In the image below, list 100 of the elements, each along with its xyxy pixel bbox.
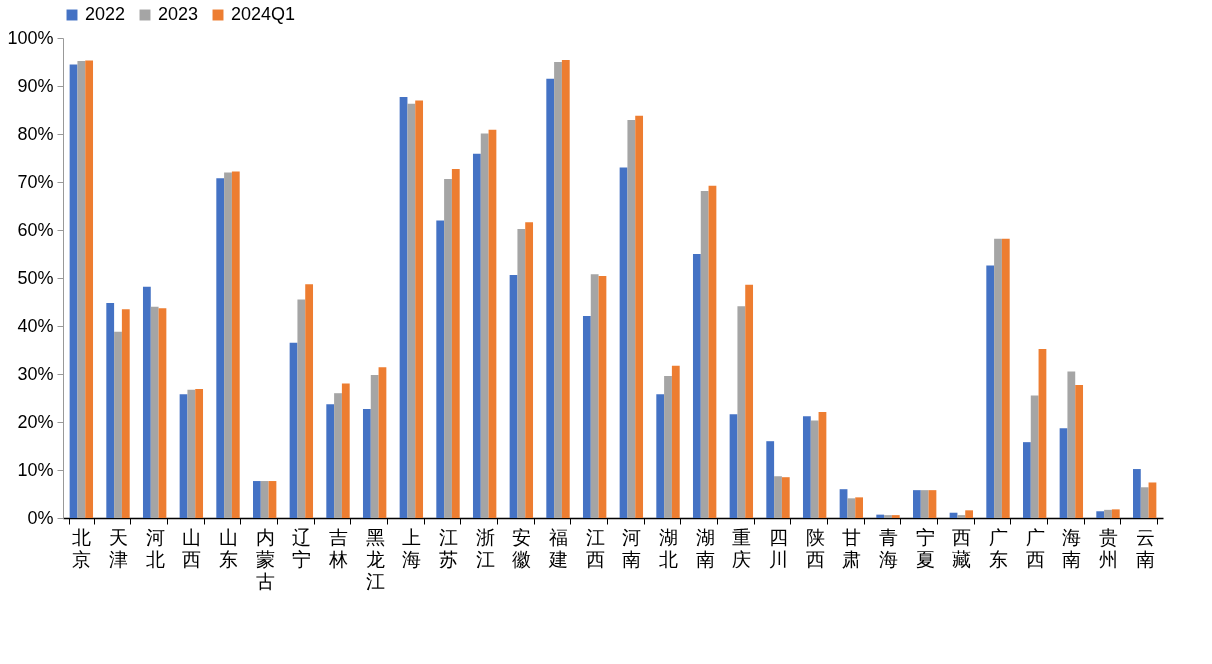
bar [268, 481, 277, 518]
x-tick-label: 江西 [585, 526, 605, 570]
bar [810, 420, 819, 518]
bar [664, 375, 672, 518]
legend-label: 2023 [158, 4, 199, 24]
bar [781, 477, 790, 518]
bar [1030, 395, 1039, 518]
x-tick-label: 河南 [622, 526, 642, 570]
bar [77, 61, 86, 518]
y-tick-label: 30% [17, 363, 54, 384]
bar [1132, 469, 1141, 518]
bar [986, 265, 995, 518]
bar [69, 64, 78, 518]
y-tick-label: 90% [17, 75, 54, 96]
bar [106, 302, 115, 518]
x-tick-label: 黑龙江 [365, 526, 385, 592]
bar [525, 222, 534, 518]
bar [150, 306, 159, 518]
bar [965, 510, 974, 518]
bar [517, 229, 526, 518]
x-tick-label: 湖北 [659, 526, 678, 570]
bar [362, 409, 371, 518]
x-tick-label: 吉林 [328, 526, 348, 570]
bar [802, 416, 811, 518]
y-tick-label: 100% [7, 27, 54, 48]
bar [590, 274, 599, 518]
bar [305, 284, 314, 518]
bar [326, 404, 335, 518]
bar [774, 476, 782, 518]
y-tick-label: 50% [17, 267, 54, 288]
bar [708, 185, 717, 518]
bar [142, 286, 151, 518]
bar [224, 172, 232, 518]
legend-label: 2022 [85, 4, 126, 24]
x-tick-label: 安徽 [512, 526, 532, 570]
bar [436, 220, 445, 518]
bar [656, 394, 665, 518]
bar [451, 169, 460, 518]
bar [444, 179, 452, 518]
bar [378, 367, 387, 518]
bar [847, 498, 856, 518]
x-tick-label: 内蒙古 [255, 526, 275, 592]
bar [334, 393, 342, 518]
bar [480, 133, 489, 518]
bar [876, 514, 885, 518]
bar [509, 275, 518, 518]
y-tick-label: 20% [17, 411, 54, 432]
bar [957, 515, 966, 518]
bar [737, 306, 746, 518]
bar [121, 309, 130, 518]
x-tick-label: 四川 [769, 526, 788, 570]
bar [920, 490, 929, 518]
x-tick-label: 青海 [879, 526, 898, 570]
x-tick-label: 河北 [145, 526, 165, 570]
bar [231, 171, 240, 518]
bar [399, 97, 408, 518]
bar [114, 331, 122, 518]
bar [884, 515, 892, 518]
bar [855, 497, 864, 518]
bar [561, 60, 570, 518]
bar [407, 103, 416, 518]
bar [729, 414, 738, 518]
x-tick-label: 山西 [182, 526, 202, 570]
y-tick-label: 60% [17, 219, 54, 240]
bar [289, 342, 298, 518]
x-tick-label: 西藏 [952, 526, 972, 570]
x-tick-label: 天津 [109, 526, 128, 570]
bar [341, 383, 350, 518]
bar [546, 78, 555, 518]
bar [195, 388, 204, 518]
bar [85, 60, 94, 518]
x-tick-label: 福建 [548, 526, 568, 570]
x-tick-label: 浙江 [475, 526, 495, 570]
bar [582, 315, 591, 518]
x-tick-label: 云南 [1135, 526, 1155, 570]
bar [1022, 442, 1031, 518]
y-tick-label: 70% [17, 171, 54, 192]
bar [994, 238, 1002, 518]
bar [1148, 482, 1157, 518]
bar [187, 389, 196, 518]
bar [1001, 238, 1010, 518]
bar [216, 178, 225, 518]
y-tick-label: 10% [17, 459, 54, 480]
x-tick-label: 上海 [402, 526, 422, 570]
bar [260, 481, 269, 518]
x-tick-label: 海南 [1062, 526, 1082, 570]
bar [598, 276, 607, 518]
bar [671, 365, 680, 518]
bar [1096, 511, 1105, 518]
bar [700, 191, 709, 518]
bar [488, 129, 497, 518]
x-tick-label: 贵州 [1099, 526, 1118, 570]
bar [1067, 371, 1076, 518]
bar [179, 394, 188, 518]
bar [472, 153, 481, 518]
bar [818, 411, 827, 518]
bar [745, 284, 754, 518]
bar [158, 308, 167, 518]
x-tick-label: 陕西 [805, 526, 825, 570]
x-tick-label: 宁夏 [915, 526, 935, 570]
